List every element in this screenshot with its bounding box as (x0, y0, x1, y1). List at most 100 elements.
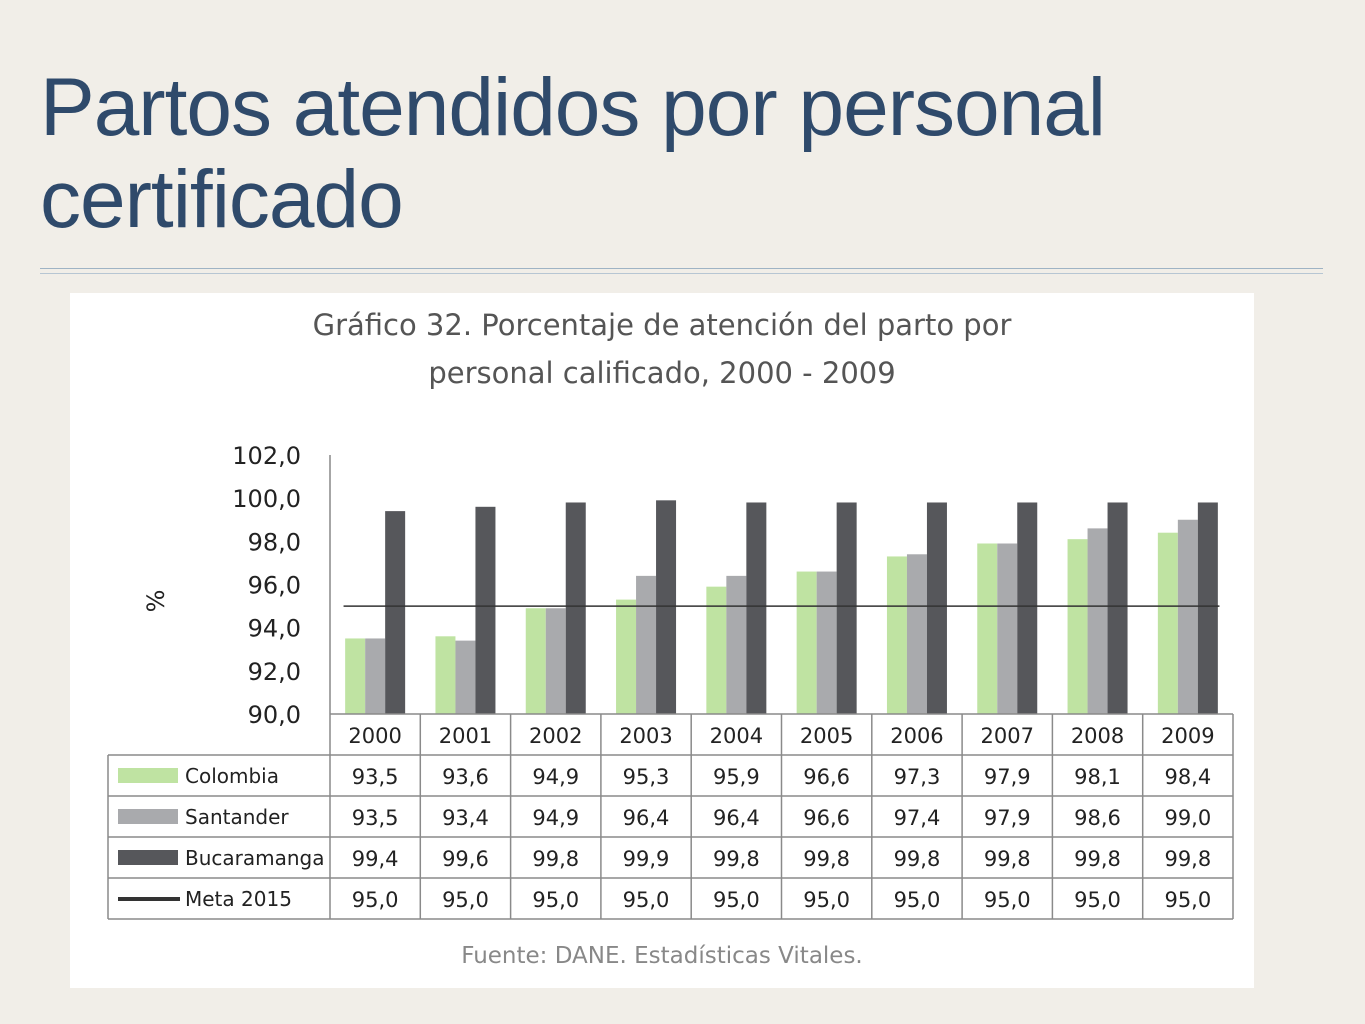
chart-title-line-2: personal calificado, 2000 - 2009 (428, 356, 896, 390)
chart-source: Fuente: DANE. Estadísticas Vitales. (461, 943, 863, 969)
table-value: 96,4 (623, 806, 670, 830)
legend-label: Colombia (185, 764, 279, 788)
bar-bucaramanga (385, 511, 406, 714)
table-value: 99,8 (713, 847, 760, 871)
x-category-label: 2005 (800, 724, 853, 748)
table-value: 95,0 (1164, 888, 1211, 912)
table-value: 95,0 (352, 888, 399, 912)
bar-bucaramanga (475, 506, 496, 714)
bar-bucaramanga (1017, 502, 1038, 714)
bar-colombia (1067, 539, 1088, 714)
table-value: 97,4 (894, 806, 941, 830)
legend-label: Meta 2015 (185, 887, 292, 911)
y-tick-label: 102,0 (232, 442, 301, 470)
bar-colombia (1157, 532, 1178, 714)
table-value: 95,9 (713, 765, 760, 789)
table-value: 99,6 (442, 847, 489, 871)
legend-key-bucaramanga (118, 850, 178, 865)
x-category-label: 2004 (710, 724, 763, 748)
table-value: 95,0 (803, 888, 850, 912)
table-value: 95,0 (1074, 888, 1121, 912)
x-category-label: 2009 (1161, 724, 1214, 748)
title-divider (40, 268, 1323, 269)
x-category-label: 2008 (1071, 724, 1124, 748)
table-value: 99,8 (1074, 847, 1121, 871)
chart-title-line-1: Gráfico 32. Porcentaje de atención del p… (312, 308, 1012, 342)
table-value: 97,3 (894, 765, 941, 789)
y-tick-label: 90,0 (248, 701, 301, 729)
bar-bucaramanga (656, 500, 677, 714)
bar-colombia (616, 599, 637, 714)
bar-colombia (706, 586, 727, 714)
bar-colombia (525, 608, 546, 714)
bar-santander (636, 575, 657, 714)
bar-bucaramanga (1197, 502, 1218, 714)
bar-santander (906, 554, 927, 714)
table-value: 99,8 (894, 847, 941, 871)
x-category-label: 2001 (439, 724, 492, 748)
table-value: 93,6 (442, 765, 489, 789)
bar-santander (1177, 519, 1198, 714)
y-tick-label: 100,0 (232, 485, 301, 513)
legend-label: Santander (185, 805, 289, 829)
bar-colombia (886, 556, 907, 714)
table-value: 94,9 (532, 765, 579, 789)
bar-colombia (796, 571, 817, 714)
table-value: 96,6 (803, 806, 850, 830)
table-value: 95,0 (532, 888, 579, 912)
bar-santander (1087, 528, 1108, 714)
bar-santander (816, 571, 837, 714)
table-value: 99,8 (1164, 847, 1211, 871)
bar-santander (997, 543, 1018, 714)
bar-santander (545, 608, 566, 714)
table-value: 93,5 (352, 806, 399, 830)
table-value: 95,0 (442, 888, 489, 912)
chart-svg: 90,0 92,0 94,0 96,0 98,0 100,0 102,0% 2000 2001 2… (107, 442, 1234, 920)
legend-label: Bucaramanga (185, 846, 325, 870)
x-category-label: 2006 (890, 724, 943, 748)
bar-santander (365, 638, 386, 714)
y-tick-label: 94,0 (248, 615, 301, 643)
table-value: 99,9 (623, 847, 670, 871)
table-value: 98,1 (1074, 765, 1121, 789)
y-tick-label: 96,0 (248, 572, 301, 600)
table-value: 95,3 (623, 765, 670, 789)
table-value: 95,0 (984, 888, 1031, 912)
bar-bucaramanga (565, 502, 586, 714)
x-category-label: 2002 (529, 724, 582, 748)
x-category-label: 2007 (981, 724, 1034, 748)
x-category-label: 2003 (619, 724, 672, 748)
table-value: 97,9 (984, 806, 1031, 830)
legend-key-santander (118, 809, 178, 824)
y-tick-label: 98,0 (248, 528, 301, 556)
title-divider-secondary (40, 273, 1323, 274)
x-category-label: 2000 (348, 724, 401, 748)
table-value: 93,4 (442, 806, 489, 830)
chart-panel: Gráfico 32. Porcentaje de atención del p… (70, 293, 1254, 988)
slide-title: Partos atendidos por personal certificad… (40, 62, 1106, 245)
bar-bucaramanga (926, 502, 947, 714)
table-value: 99,8 (532, 847, 579, 871)
table-value: 99,4 (352, 847, 399, 871)
bar-colombia (435, 636, 456, 714)
table-value: 95,0 (623, 888, 670, 912)
bar-bucaramanga (1107, 502, 1128, 714)
table-value: 99,8 (984, 847, 1031, 871)
table-value: 93,5 (352, 765, 399, 789)
bar-bucaramanga (746, 502, 767, 714)
bar-santander (455, 640, 476, 714)
table-value: 96,4 (713, 806, 760, 830)
table-value: 99,0 (1164, 806, 1211, 830)
table-value: 94,9 (532, 806, 579, 830)
table-value: 95,0 (713, 888, 760, 912)
bar-santander (726, 575, 747, 714)
table-value: 99,8 (803, 847, 850, 871)
table-value: 98,6 (1074, 806, 1121, 830)
table-value: 95,0 (894, 888, 941, 912)
bar-colombia (977, 543, 998, 714)
table-value: 96,6 (803, 765, 850, 789)
y-axis-label: % (142, 590, 170, 613)
legend-key-colombia (118, 768, 178, 783)
chart-title: Gráfico 32. Porcentaje de atención del p… (70, 301, 1254, 397)
y-tick-label: 92,0 (248, 658, 301, 686)
